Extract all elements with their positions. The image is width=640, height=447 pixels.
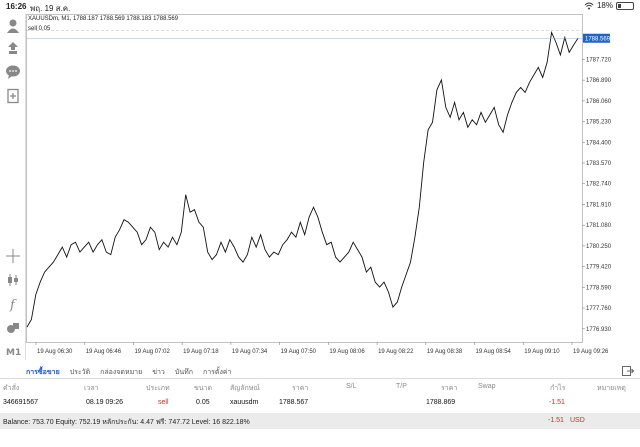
export-icon[interactable] bbox=[622, 366, 634, 376]
order-time: 08.19 09:26 bbox=[86, 399, 123, 406]
tab-news[interactable]: ข่าว bbox=[152, 369, 165, 376]
left-toolbar: f M1 bbox=[0, 14, 26, 360]
x-tick-label: 19 Aug 08:22 bbox=[378, 349, 414, 355]
crosshair-icon[interactable] bbox=[5, 248, 21, 264]
x-tick-label: 19 Aug 07:02 bbox=[134, 349, 170, 355]
indicators-icon[interactable]: f bbox=[5, 296, 21, 312]
y-tick-label: 1784.400 bbox=[586, 140, 612, 146]
svg-text:f: f bbox=[9, 298, 17, 312]
y-tick-label: 1779.420 bbox=[586, 265, 612, 271]
wifi-icon bbox=[584, 2, 594, 9]
order-size: 0.05 bbox=[196, 399, 210, 406]
x-tick-label: 19 Aug 08:06 bbox=[329, 349, 365, 355]
current-price-tag bbox=[583, 33, 610, 43]
x-tick-label: 19 Aug 09:10 bbox=[524, 349, 560, 355]
battery-percent: 18% bbox=[596, 1, 613, 10]
col-profit: กำไร bbox=[550, 385, 566, 392]
col-price: ราคา bbox=[292, 385, 309, 392]
x-tick-label: 19 Aug 06:46 bbox=[86, 349, 122, 355]
y-tick-label: 1787.720 bbox=[586, 57, 612, 63]
col-symbol: สัญลักษณ์ bbox=[230, 385, 260, 392]
y-tick-label: 1785.230 bbox=[586, 120, 612, 126]
total-profit: -1.51 bbox=[548, 417, 564, 424]
y-tick-label: 1781.910 bbox=[586, 202, 612, 208]
order-open-price: 1788.567 bbox=[279, 399, 309, 406]
price-chart[interactable]: 1787.720 1786.890 1786.060 1785.230 1784.400… bbox=[26, 14, 640, 360]
price-series-line bbox=[26, 30, 579, 328]
order-symbol: xauusdm bbox=[230, 399, 259, 406]
candles-icon[interactable] bbox=[5, 272, 21, 288]
order-type: sell bbox=[158, 399, 169, 406]
col-type: ประเภท bbox=[146, 385, 170, 392]
tab-journal[interactable]: บันทึก bbox=[174, 369, 193, 376]
timeframe-icon[interactable]: M1 bbox=[5, 343, 21, 359]
battery-fill bbox=[618, 3, 621, 8]
status-bar: 16:26 พฤ. 19 ส.ค. 18% bbox=[0, 0, 640, 14]
col-price-current: ราคา bbox=[441, 385, 458, 392]
new-chart-icon[interactable] bbox=[5, 88, 21, 104]
col-time: เวลา bbox=[84, 385, 99, 392]
chart-symbol-info: XAUUSDm, M1, 1788.187 1788.569 1788.183 … bbox=[28, 16, 179, 22]
date: พฤ. 19 ส.ค. bbox=[30, 4, 71, 13]
clock: 16:26 bbox=[6, 2, 27, 11]
table-row[interactable]: 346691567 08.19 09:26 sell 0.05 xauusdm … bbox=[0, 396, 640, 410]
y-tick-label: 1780.250 bbox=[586, 244, 612, 250]
col-size: ขนาด bbox=[194, 385, 213, 392]
y-tick-label: 1776.930 bbox=[586, 327, 612, 333]
trade-table-header: คำสั่ง เวลา ประเภท ขนาด สัญลักษณ์ ราคา S… bbox=[0, 380, 640, 394]
battery-icon bbox=[616, 1, 634, 10]
chart-position-info: sell 0.05 bbox=[28, 26, 51, 32]
svg-text:M1: M1 bbox=[6, 348, 21, 358]
current-price-label: 1788.569 bbox=[585, 36, 611, 42]
trade-icon[interactable] bbox=[5, 40, 21, 56]
tab-settings[interactable]: การตั้งค่า bbox=[202, 369, 232, 376]
x-tick-label: 19 Aug 08:54 bbox=[476, 349, 512, 355]
x-tick-label: 19 Aug 07:50 bbox=[281, 349, 317, 355]
status-right: 18% bbox=[584, 1, 634, 10]
x-tick-label: 19 Aug 08:38 bbox=[427, 349, 463, 355]
order-id: 346691567 bbox=[3, 399, 39, 406]
y-tick-label: 1777.760 bbox=[586, 306, 612, 312]
order-current-price: 1788.869 bbox=[426, 399, 456, 406]
tab-history[interactable]: ประวัติ bbox=[69, 369, 91, 376]
col-order: คำสั่ง bbox=[3, 385, 20, 392]
terminal-tabs: การซื้อขาย ประวัติ กล่องจดหมาย ข่าว บันท… bbox=[26, 367, 231, 379]
chart-canvas[interactable]: 1787.720 1786.890 1786.060 1785.230 1784.400… bbox=[26, 14, 640, 360]
y-tick-label: 1783.570 bbox=[586, 161, 612, 167]
x-tick-label: 19 Aug 07:34 bbox=[232, 349, 268, 355]
col-tp: T/P bbox=[396, 383, 407, 390]
y-tick-label: 1778.590 bbox=[586, 285, 612, 291]
y-tick-label: 1781.080 bbox=[586, 223, 612, 229]
order-profit: -1.51 bbox=[549, 399, 565, 406]
col-comment: หมายเหตุ bbox=[597, 385, 626, 392]
tab-trade[interactable]: การซื้อขาย bbox=[26, 369, 60, 376]
balance-summary: Balance: 753.70 Equity: 752.19 หลักประกั… bbox=[3, 419, 250, 426]
objects-icon[interactable] bbox=[5, 320, 21, 336]
tabs-divider bbox=[0, 378, 640, 379]
x-tick-label: 19 Aug 06:30 bbox=[37, 349, 73, 355]
x-tick-label: 19 Aug 07:18 bbox=[183, 349, 219, 355]
col-sl: S/L bbox=[346, 383, 357, 390]
tab-mailbox[interactable]: กล่องจดหมาย bbox=[100, 369, 143, 376]
x-tick-label: 19 Aug 09:26 bbox=[573, 349, 609, 355]
balance-bar: Balance: 753.70 Equity: 752.19 หลักประกั… bbox=[0, 413, 640, 429]
y-tick-label: 1782.740 bbox=[586, 182, 612, 188]
plot-frame bbox=[26, 14, 583, 343]
y-tick-label: 1786.060 bbox=[586, 99, 612, 105]
account-currency: USD bbox=[570, 417, 585, 424]
chat-icon[interactable] bbox=[5, 64, 21, 80]
y-tick-label: 1786.890 bbox=[586, 78, 612, 84]
col-swap: Swap bbox=[478, 383, 496, 390]
account-icon[interactable] bbox=[5, 18, 21, 34]
